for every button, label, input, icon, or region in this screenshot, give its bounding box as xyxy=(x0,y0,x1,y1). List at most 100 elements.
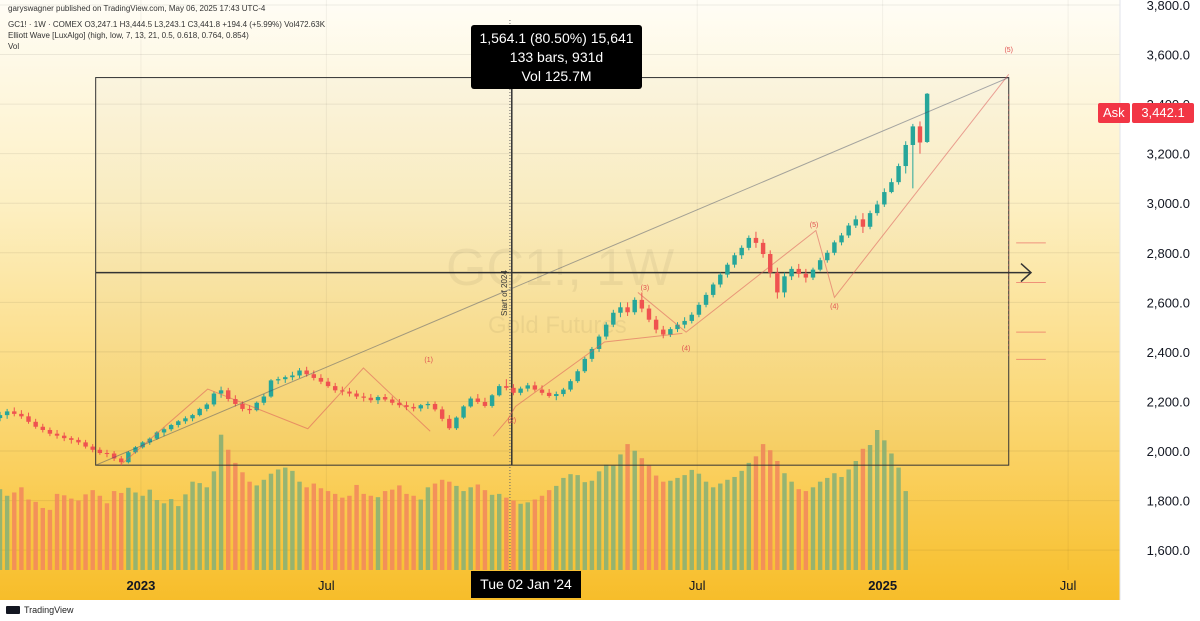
chart-plot-area[interactable] xyxy=(0,0,1120,570)
volume-bar xyxy=(226,449,231,570)
candle-body xyxy=(290,375,295,378)
trend-diagonal xyxy=(95,77,1009,466)
candle-body xyxy=(54,433,60,436)
volume-bar xyxy=(247,481,252,570)
candle-body xyxy=(632,299,637,313)
candle-body xyxy=(803,273,809,278)
candle-body xyxy=(504,386,509,388)
candle-body xyxy=(853,219,859,226)
volume-bar xyxy=(361,493,366,570)
candle-body xyxy=(368,397,374,401)
volume-bar xyxy=(525,502,530,570)
candle-body xyxy=(710,284,716,295)
candle-body xyxy=(846,225,851,236)
candle-body xyxy=(304,370,309,375)
candle-body xyxy=(768,254,773,273)
volume-legend[interactable]: Vol xyxy=(8,42,20,51)
wave-label: (1) xyxy=(424,357,433,364)
volume-bar xyxy=(126,487,131,570)
volume-bar xyxy=(411,495,416,570)
price-tick-label: 3,000.0 xyxy=(1147,196,1190,211)
candle-body xyxy=(454,417,459,429)
price-tick-label: 3,200.0 xyxy=(1147,147,1190,162)
volume-bar xyxy=(518,503,523,570)
candle-body xyxy=(782,276,787,293)
wave-label: (4) xyxy=(830,304,839,311)
volume-bar xyxy=(261,479,267,570)
start-2024-label: Start of 2024 xyxy=(500,270,509,316)
volume-bar xyxy=(12,492,17,570)
candle-body xyxy=(261,396,267,403)
ask-price-tag: 3,442.1 xyxy=(1132,103,1194,123)
volume-bar xyxy=(589,480,595,570)
volume-bar xyxy=(69,498,74,570)
volume-bar xyxy=(746,462,752,570)
volume-bar xyxy=(254,485,259,570)
volume-bar xyxy=(140,495,145,570)
candle-body xyxy=(104,453,110,455)
volume-bar xyxy=(539,495,545,570)
volume-bar xyxy=(26,499,31,570)
volume-bar xyxy=(404,493,409,570)
candle-body xyxy=(532,385,538,390)
candle-body xyxy=(511,387,516,393)
elliott-wave-line xyxy=(122,367,431,464)
time-tick-label: Jul xyxy=(1060,578,1077,593)
volume-bar xyxy=(190,481,195,570)
price-axis[interactable] xyxy=(1120,0,1200,600)
volume-bar xyxy=(561,477,566,570)
elliott-wave-line xyxy=(637,74,1010,333)
volume-bar xyxy=(710,487,716,570)
indicator-legend[interactable]: Elliott Wave [LuxAlgo] (high, low, 7, 13… xyxy=(8,31,249,40)
candle-body xyxy=(218,390,224,394)
candle-body xyxy=(61,435,67,439)
volume-bar xyxy=(889,453,894,570)
ask-label: Ask xyxy=(1098,103,1130,123)
volume-bars xyxy=(0,430,908,570)
volume-bar xyxy=(61,495,67,570)
volume-bar xyxy=(304,487,309,570)
volume-bar xyxy=(111,491,117,570)
volume-bar xyxy=(290,470,295,570)
watermark-symbol: GC1!, 1W xyxy=(446,238,674,298)
candle-body xyxy=(390,399,395,403)
volume-bar xyxy=(19,487,24,570)
candle-body xyxy=(924,93,930,142)
candle-body xyxy=(140,442,145,448)
candle-body xyxy=(233,399,238,404)
price-tick-label: 2,800.0 xyxy=(1147,246,1190,261)
candle-body xyxy=(126,452,131,463)
measure-volume: Vol 125.7M xyxy=(521,68,592,84)
volume-bar xyxy=(796,489,801,570)
volume-bar xyxy=(768,450,773,570)
elliott-wave-line xyxy=(492,332,683,437)
volume-bar xyxy=(853,461,859,570)
tradingview-logo[interactable]: TradingView xyxy=(6,605,74,615)
candle-body xyxy=(689,314,694,321)
symbol-ohlc-line[interactable]: GC1! · 1W · COMEX O3,247.1 H3,444.5 L3,2… xyxy=(8,20,326,29)
candle-body xyxy=(696,304,702,315)
volume-bar xyxy=(639,458,645,570)
volume-bar xyxy=(732,476,737,570)
volume-bar xyxy=(119,492,124,570)
candle-body xyxy=(525,385,530,389)
candle-body xyxy=(197,408,202,416)
volume-bar xyxy=(233,462,238,570)
candle-body xyxy=(568,381,573,390)
measure-price-change: 1,564.1 (80.50%) 15,641 xyxy=(479,30,634,46)
volume-bar xyxy=(297,481,302,570)
candle-body xyxy=(682,320,687,325)
volume-bar xyxy=(703,481,709,570)
volume-bar xyxy=(504,497,509,570)
candle-body xyxy=(825,252,830,261)
price-tick-label: 1,600.0 xyxy=(1147,543,1190,558)
time-tick-label: Jul xyxy=(689,578,706,593)
price-tick-label: 1,800.0 xyxy=(1147,494,1190,509)
volume-bar xyxy=(896,467,901,570)
candle-body xyxy=(789,268,794,277)
volume-bar xyxy=(368,495,374,570)
candle-body xyxy=(439,409,445,419)
candle-body xyxy=(133,447,138,453)
candle-body xyxy=(283,377,288,380)
volume-bar xyxy=(418,499,423,570)
